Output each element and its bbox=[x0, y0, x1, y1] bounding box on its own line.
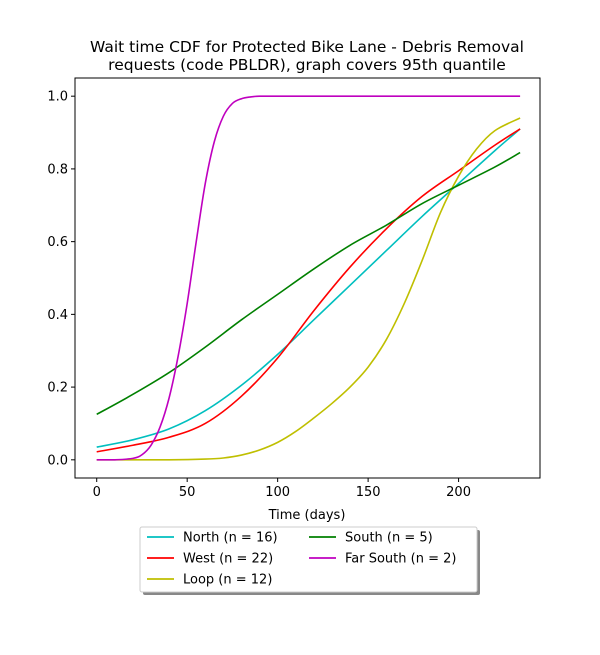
plot-area bbox=[75, 78, 540, 478]
series-line-0 bbox=[96, 128, 521, 448]
y-axis-ticks: 0.0 0.2 0.4 0.6 0.8 1.0 bbox=[47, 90, 75, 468]
legend-box bbox=[139, 526, 478, 593]
y-tick-label: 0.8 bbox=[47, 162, 68, 177]
legend-label: Loop (n = 12) bbox=[183, 573, 272, 588]
y-tick-label: 0.4 bbox=[47, 308, 68, 323]
legend-label: Far South (n = 2) bbox=[345, 552, 456, 567]
series-line-4 bbox=[96, 95, 521, 461]
x-tick-label: 100 bbox=[265, 485, 290, 500]
series-line-2 bbox=[96, 117, 521, 461]
x-axis-ticks: 0 50 100 150 200 bbox=[93, 478, 471, 500]
x-tick-label: 0 bbox=[93, 485, 101, 500]
x-axis-label: Time (days) bbox=[268, 508, 346, 523]
y-tick-label: 0.0 bbox=[47, 453, 68, 468]
legend: North (n = 16) West (n = 22) Loop (n = 12)… bbox=[139, 526, 480, 595]
series-line-1 bbox=[96, 128, 521, 453]
legend-label: North (n = 16) bbox=[183, 531, 278, 546]
chart-title-line-1: Wait time CDF for Protected Bike Lane - … bbox=[90, 38, 524, 56]
x-tick-label: 200 bbox=[446, 485, 471, 500]
series-lines bbox=[96, 95, 521, 461]
y-tick-label: 0.2 bbox=[47, 381, 68, 396]
legend-label: West (n = 22) bbox=[183, 552, 273, 567]
chart-title-line-2: requests (code PBLDR), graph covers 95th… bbox=[108, 56, 506, 74]
y-tick-label: 1.0 bbox=[47, 90, 68, 105]
y-tick-label: 0.6 bbox=[47, 235, 68, 250]
plot-frame bbox=[74, 77, 541, 479]
x-tick-label: 50 bbox=[179, 485, 196, 500]
series-line-3 bbox=[96, 151, 521, 416]
x-tick-label: 150 bbox=[356, 485, 381, 500]
legend-label: South (n = 5) bbox=[345, 531, 433, 546]
